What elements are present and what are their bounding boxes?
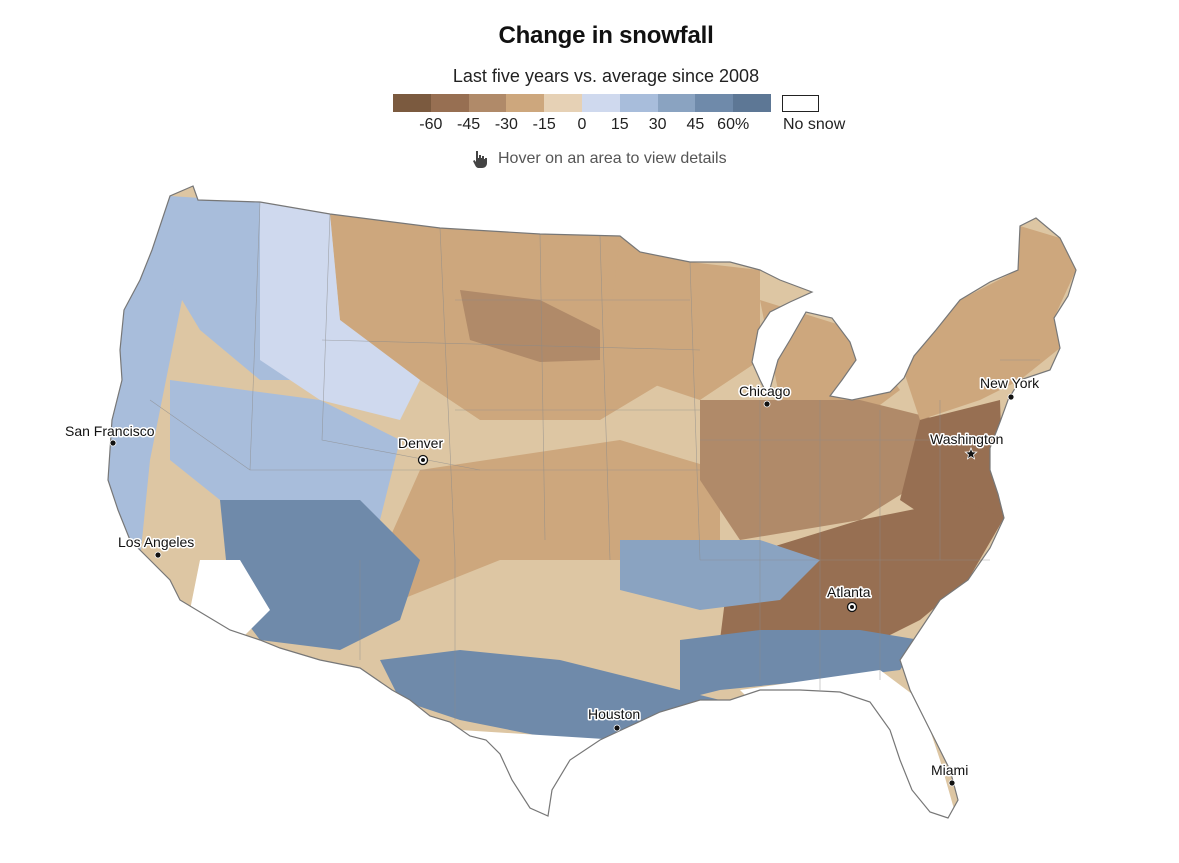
legend-tick: 0 <box>577 116 587 133</box>
region-northern-rockies[interactable] <box>260 202 420 420</box>
city-los-angeles: Los Angeles <box>117 533 196 559</box>
no-snow-swatch <box>782 95 819 112</box>
city-dot-icon <box>763 400 771 408</box>
legend-swatch <box>430 94 469 112</box>
region-tennessee-valley[interactable] <box>620 540 820 610</box>
legend-swatch <box>733 94 771 112</box>
city-chicago: Chicago <box>738 382 792 408</box>
legend-swatch <box>581 94 620 112</box>
region-upper-midwest[interactable] <box>610 236 760 400</box>
region-dakotas-core[interactable] <box>460 290 600 362</box>
legend-tick: 60% <box>717 116 750 133</box>
city-dot-icon <box>613 724 621 732</box>
city-label: Chicago <box>739 383 791 399</box>
region-gulf-coast[interactable] <box>680 630 920 700</box>
legend-swatch <box>468 94 507 112</box>
map-subtitle: Last five years vs. average since 2008 <box>452 66 760 86</box>
city-san-francisco: San Francisco <box>64 422 156 447</box>
city-dot-icon <box>109 439 117 447</box>
region-northeast[interactable] <box>900 226 1076 420</box>
legend-swatch <box>506 94 545 112</box>
city-denver: Denver <box>397 434 445 466</box>
region-mid-atlantic[interactable] <box>900 400 1004 540</box>
state-boundaries <box>149 201 1040 720</box>
region-southwest[interactable] <box>220 500 420 650</box>
city-dot-icon <box>948 779 956 787</box>
legend-tick: -30 <box>494 116 518 133</box>
snowfall-map[interactable]: San Francisco Los Angeles Denver Chicago New… <box>0 180 1179 863</box>
map-title: Change in snowfall <box>498 22 714 49</box>
city-dot-icon <box>1007 393 1015 401</box>
legend-tick: -45 <box>457 116 481 133</box>
hint-text: Hover on an area to view details <box>498 150 727 167</box>
legend-swatch <box>544 94 582 112</box>
city-label: San Francisco <box>65 423 155 439</box>
legend-tick: 30 <box>648 116 667 133</box>
city-miami: Miami <box>930 761 970 787</box>
legend-swatch <box>657 94 696 112</box>
city-label: Miami <box>931 762 968 778</box>
city-label: Los Angeles <box>118 534 194 550</box>
region-texas-south[interactable] <box>380 650 720 740</box>
city-washington: Washington <box>929 430 1005 460</box>
hand-pointer-icon <box>472 150 488 168</box>
legend-swatch <box>393 94 431 112</box>
no-snow-label: No snow <box>783 116 846 133</box>
city-label: Houston <box>588 706 640 722</box>
city-dot-icon <box>850 605 854 609</box>
city-houston: Houston <box>587 705 642 732</box>
region-great-basin[interactable] <box>170 380 400 520</box>
legend-swatch <box>619 94 658 112</box>
legend-swatch <box>695 94 734 112</box>
no-snow-texas <box>460 730 620 818</box>
city-dot-icon <box>421 458 425 462</box>
city-label: Atlanta <box>827 584 871 600</box>
color-legend <box>393 94 771 112</box>
legend-tick: 45 <box>686 116 705 133</box>
city-markers: San Francisco Los Angeles Denver Chicago New… <box>64 374 1042 787</box>
legend-tick: -60 <box>419 116 443 133</box>
city-label: New York <box>980 375 1040 391</box>
city-dot-icon <box>154 551 162 559</box>
city-new-york: New York <box>979 374 1042 401</box>
hover-hint: Hover on an area to view details <box>472 150 727 168</box>
legend-tick: 15 <box>610 116 629 133</box>
region-southeast[interactable] <box>720 500 1004 640</box>
legend-tick: -15 <box>532 116 556 133</box>
city-label: Washington <box>930 431 1003 447</box>
no-snow-florida <box>740 670 960 818</box>
city-atlanta: Atlanta <box>826 583 872 613</box>
capital-star-icon <box>964 446 978 460</box>
city-label: Denver <box>398 435 443 451</box>
